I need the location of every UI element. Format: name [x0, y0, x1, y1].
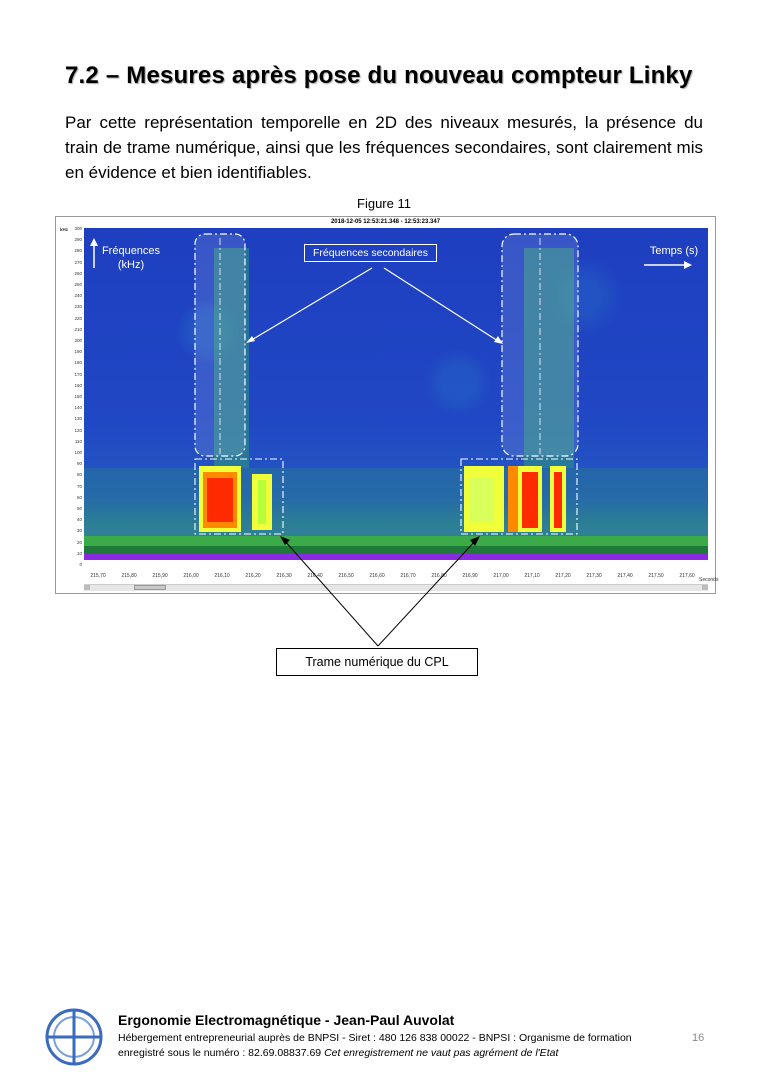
- cpl-frame-box-left: [194, 458, 284, 535]
- x-tick-label: 216,90: [462, 573, 478, 579]
- x-tick-label: 216,80: [431, 573, 447, 579]
- x-tick-label: 217,60: [679, 573, 695, 579]
- y-tick-label: 170: [74, 371, 82, 377]
- intro-paragraph: Par cette représentation temporelle en 2…: [65, 113, 703, 182]
- y-tick-label: 280: [74, 248, 82, 254]
- y-tick-label: 260: [74, 270, 82, 276]
- x-tick-label: 217,50: [648, 573, 664, 579]
- secondary-frequencies-label: Fréquences secondaires: [304, 244, 437, 262]
- y-tick-label: 290: [74, 237, 82, 243]
- page-number: 16: [692, 1032, 705, 1044]
- y-tick-label: 200: [74, 338, 82, 343]
- time-axis-label: Temps (s): [649, 245, 699, 257]
- secondary-pointer-right: [383, 267, 499, 342]
- x-tick-label: 215,70: [90, 573, 106, 579]
- y-tick-label: 300: [74, 226, 82, 231]
- y-tick-label: 160: [74, 382, 82, 388]
- y-tick-label: 180: [74, 360, 82, 366]
- scroll-right-arrow-icon[interactable]: [702, 585, 708, 590]
- x-tick-label: 216,60: [369, 573, 385, 579]
- footer-line-2: enregistré sous le numéro : 82.69.08837.…: [118, 1047, 559, 1059]
- y-tick-label: 150: [74, 394, 82, 399]
- footer-line-1: Hébergement entrepreneurial auprès de BN…: [118, 1032, 632, 1044]
- x-tick-label: 216,50: [338, 573, 354, 579]
- y-tick-label: 130: [74, 416, 82, 422]
- y-tick-label: 30: [76, 528, 82, 534]
- scroll-left-arrow-icon[interactable]: [84, 585, 90, 590]
- frequency-axis-label: Fréquences (kHz): [101, 245, 161, 271]
- x-tick-label: 216,10: [214, 573, 230, 579]
- y-tick-label: 20: [76, 539, 82, 545]
- y-tick-label: 40: [76, 517, 82, 523]
- y-unit-label: kHz: [60, 227, 69, 232]
- spectrogram-canvas: [84, 233, 708, 572]
- y-tick-label: 100: [74, 450, 82, 455]
- y-tick-label: 140: [74, 405, 82, 411]
- x-tick-label: 217,20: [555, 573, 571, 579]
- cpl-frame-box-right: [460, 458, 578, 535]
- y-tick-label: 250: [74, 282, 82, 287]
- y-tick-label: 220: [74, 315, 82, 321]
- spectrogram-timestamp: 2018-12-05 12:53:21.348 - 12:53:23.347: [330, 219, 441, 225]
- x-tick-label: 217,40: [617, 573, 633, 579]
- figure-caption: Figure 11: [357, 196, 411, 211]
- burst-left-core: [207, 478, 233, 522]
- time-scrollbar[interactable]: [84, 584, 708, 591]
- baseline-band: [84, 554, 708, 560]
- section-heading: 7.2 – Mesures après pose du nouveau comp…: [65, 62, 693, 89]
- x-tick-label: 217,00: [493, 573, 509, 579]
- cpl-pointers: [280, 536, 480, 647]
- y-tick-label: 120: [74, 427, 82, 433]
- x-tick-label: 216,20: [245, 573, 261, 579]
- y-tick-label: 70: [76, 483, 82, 489]
- y-tick-label: 10: [76, 550, 82, 556]
- y-tick-label: 110: [74, 438, 82, 444]
- y-tick-label: 50: [76, 506, 82, 511]
- secondary-pointer-left: [249, 267, 373, 342]
- x-tick-label: 217,10: [524, 573, 540, 579]
- spectrogram-figure: 2018-12-05 12:53:21.348 - 12:53:23.347 k…: [55, 216, 719, 594]
- y-tick-label: 0: [79, 562, 82, 567]
- x-unit-label: Seconds: [699, 577, 719, 583]
- x-axis-ticks: 215,70 215,80 215,90 216,00 216,10 216,20 216,…: [84, 573, 708, 581]
- y-tick-label: 210: [74, 326, 82, 332]
- footer-title: Ergonomie Electromagnétique - Jean-Paul …: [118, 1012, 455, 1028]
- x-tick-label: 216,30: [276, 573, 292, 579]
- y-tick-label: 80: [76, 472, 82, 478]
- x-tick-label: 216,00: [183, 573, 199, 579]
- x-tick-label: 215,90: [152, 573, 168, 579]
- y-tick-label: 270: [74, 259, 82, 265]
- x-tick-label: 216,70: [400, 573, 416, 579]
- y-tick-label: 190: [74, 349, 82, 355]
- spectrogram-plot: Fréquences (kHz) Fréquences secondaires …: [84, 228, 708, 572]
- secondary-band-right-glow: [524, 248, 574, 468]
- low-frequency-band: [84, 536, 708, 546]
- burst-right-b: [508, 466, 518, 532]
- company-logo: [45, 1008, 103, 1066]
- x-tick-label: 215,80: [121, 573, 137, 579]
- x-tick-label: 216,40: [307, 573, 323, 579]
- y-tick-label: 90: [76, 461, 82, 467]
- y-tick-label: 230: [74, 304, 82, 310]
- y-tick-label: 60: [76, 494, 82, 500]
- scroll-thumb[interactable]: [134, 585, 166, 590]
- y-tick-label: 240: [74, 293, 82, 299]
- cpl-frame-label: Trame numérique du CPL: [276, 648, 478, 676]
- x-tick-label: 217,30: [586, 573, 602, 579]
